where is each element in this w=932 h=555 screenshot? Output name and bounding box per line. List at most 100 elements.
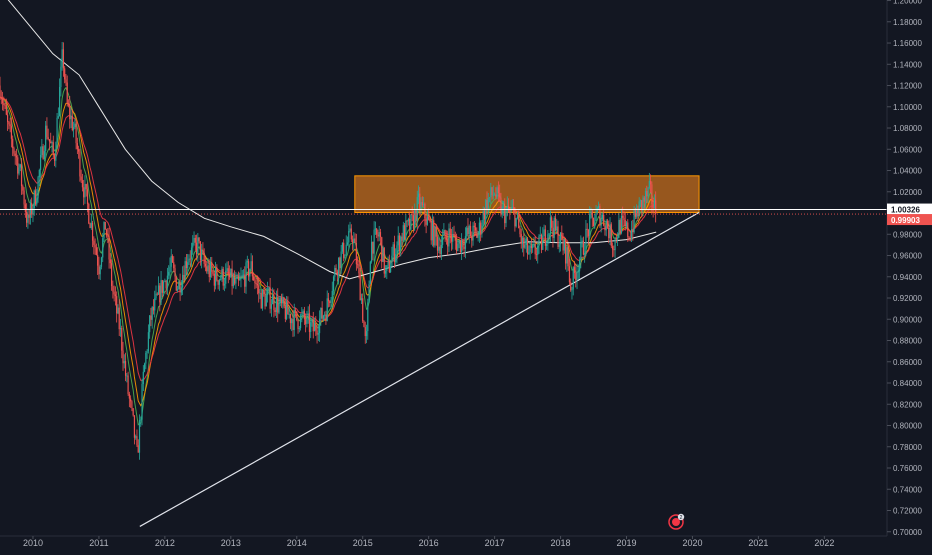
candle <box>121 325 123 359</box>
candle-body <box>467 227 469 235</box>
candle-body <box>53 155 56 161</box>
candle <box>195 234 198 261</box>
candle <box>59 78 61 117</box>
candle-body <box>296 311 298 321</box>
candle-body <box>249 268 251 277</box>
candle-body <box>132 408 134 416</box>
candle-body <box>107 235 109 237</box>
candle-body <box>178 281 180 290</box>
candle <box>250 253 252 270</box>
candle-body <box>595 211 597 221</box>
x-tick-label: 2011 <box>89 538 108 548</box>
candle <box>242 269 245 280</box>
candle <box>74 118 76 129</box>
candle-body <box>575 272 577 281</box>
candle-body <box>422 203 425 206</box>
candle-body <box>417 193 420 198</box>
candle-body <box>310 322 312 332</box>
candle-body <box>62 49 65 69</box>
candle <box>476 227 478 239</box>
candle <box>436 234 439 259</box>
candle <box>193 231 195 246</box>
candle <box>90 213 92 230</box>
candle <box>322 314 324 322</box>
candle-body <box>184 261 186 281</box>
candle-body <box>187 262 189 269</box>
candle-body <box>650 181 652 185</box>
candle-body <box>197 237 199 255</box>
candle <box>20 158 23 195</box>
candle-body <box>242 274 245 276</box>
candle <box>388 254 390 274</box>
candle-body <box>552 227 554 238</box>
candle <box>266 281 269 303</box>
candle-body <box>217 280 219 285</box>
candle <box>600 212 602 233</box>
candle <box>97 247 99 275</box>
candle <box>444 229 446 242</box>
candle-body <box>212 271 214 274</box>
candle-body <box>625 222 628 227</box>
support-trendline[interactable] <box>139 211 700 527</box>
candle-body <box>605 220 607 231</box>
price-axis[interactable]: 1.20000 1.18000 1.16000 1.14000 1.12000 1.100… <box>887 0 922 537</box>
candle-body <box>244 274 246 287</box>
candle-body <box>166 275 169 289</box>
candle-body <box>478 222 480 235</box>
candle-body <box>207 265 209 272</box>
candle-body <box>307 313 309 315</box>
candle <box>611 242 614 258</box>
candle <box>91 220 94 248</box>
candle-body <box>287 301 289 315</box>
candle <box>127 371 129 396</box>
candle <box>299 313 302 331</box>
candle <box>585 220 587 257</box>
candle <box>370 235 373 264</box>
candle <box>166 267 169 296</box>
candle-body <box>482 211 484 226</box>
candle <box>447 230 449 256</box>
candle-body <box>126 375 128 377</box>
candle <box>65 74 67 86</box>
candle <box>228 265 231 280</box>
candle <box>126 372 128 383</box>
candle <box>75 121 77 150</box>
candle-body <box>116 296 118 314</box>
candle-body <box>577 271 579 273</box>
candle-body <box>622 215 624 218</box>
candle-body <box>349 228 351 232</box>
candle <box>647 187 649 204</box>
candle <box>188 254 190 266</box>
time-axis[interactable]: 2010 2011 2012 2013 2014 2015 2016 2017 2018 2019… <box>23 536 834 548</box>
candle-body <box>142 371 144 384</box>
candle-body <box>348 231 350 243</box>
candle-body <box>20 164 23 187</box>
candle <box>45 120 47 158</box>
candle-body <box>313 323 316 332</box>
candle-body <box>198 237 200 242</box>
candle <box>273 289 275 318</box>
candle-body <box>264 294 266 307</box>
candle <box>41 139 43 158</box>
candle-body <box>202 249 204 253</box>
candle-body <box>51 142 53 144</box>
candle <box>653 194 656 209</box>
candle-body <box>317 333 319 335</box>
candle-body <box>123 361 125 364</box>
candle-body <box>183 274 185 281</box>
candle <box>67 99 70 108</box>
candle-body <box>397 235 399 246</box>
candle-body <box>83 187 85 198</box>
candle <box>343 239 345 262</box>
candle <box>466 225 468 244</box>
candle <box>330 297 332 310</box>
candle-body <box>247 261 250 277</box>
alert-clock-icon[interactable]: 2 <box>668 513 685 530</box>
candle-body <box>137 445 139 453</box>
candle-body <box>603 214 605 226</box>
candle-body <box>391 255 393 267</box>
candle-body <box>33 190 35 208</box>
x-tick-label: 2018 <box>551 538 571 548</box>
